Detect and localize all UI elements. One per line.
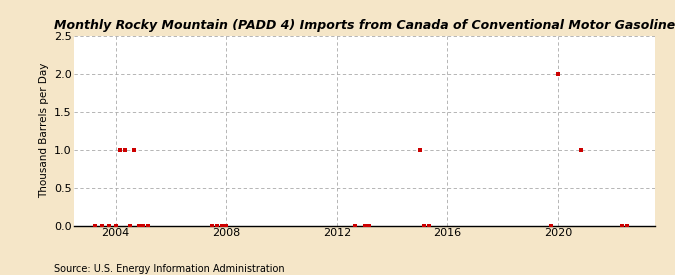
Point: [110, 223, 121, 228]
Y-axis label: Thousand Barrels per Day: Thousand Barrels per Day: [40, 63, 49, 198]
Point: [553, 72, 564, 76]
Point: [216, 223, 227, 228]
Point: [212, 223, 223, 228]
Point: [142, 223, 153, 228]
Point: [545, 223, 556, 228]
Point: [103, 223, 114, 228]
Point: [119, 147, 130, 152]
Point: [115, 147, 126, 152]
Point: [138, 223, 148, 228]
Point: [97, 223, 107, 228]
Point: [414, 147, 425, 152]
Point: [90, 223, 101, 228]
Point: [221, 223, 232, 228]
Point: [617, 223, 628, 228]
Text: Source: U.S. Energy Information Administration: Source: U.S. Energy Information Administ…: [54, 264, 285, 274]
Point: [419, 223, 430, 228]
Point: [129, 147, 140, 152]
Point: [576, 147, 587, 152]
Point: [359, 223, 370, 228]
Point: [133, 223, 144, 228]
Title: Monthly Rocky Mountain (PADD 4) Imports from Canada of Conventional Motor Gasoli: Monthly Rocky Mountain (PADD 4) Imports …: [54, 19, 675, 32]
Point: [423, 223, 434, 228]
Point: [350, 223, 360, 228]
Point: [622, 223, 632, 228]
Point: [207, 223, 218, 228]
Point: [124, 223, 135, 228]
Point: [364, 223, 375, 228]
